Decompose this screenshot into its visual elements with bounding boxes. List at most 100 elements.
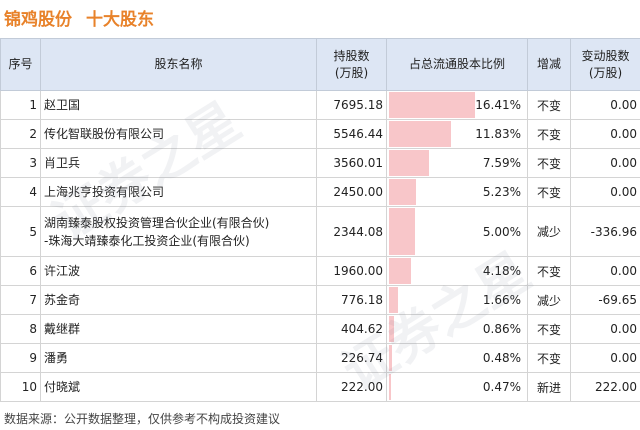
- cell-idx: 6: [0, 256, 41, 286]
- shareholder-name: 戴继群: [44, 322, 81, 336]
- header-name: 股东名称: [40, 38, 317, 91]
- cell-delta: 0.00: [570, 177, 640, 207]
- shareholder-name: 潘勇: [44, 351, 69, 365]
- shareholder-name: 付晓斌: [44, 380, 81, 394]
- cell-name: 戴继群: [40, 314, 317, 344]
- table-row: 6 许江波 1960.00 4.18% 不变 0.00: [0, 256, 640, 286]
- table-row: 8 戴继群 404.62 0.86% 不变 0.00: [0, 314, 640, 344]
- pct-bar: [389, 92, 475, 118]
- pct-bar: [389, 208, 416, 255]
- cell-name: 湖南臻泰股权投资管理合伙企业(有限合伙) -珠海大靖臻泰化工投资企业(有限合伙): [40, 206, 317, 257]
- pct-value: 0.47%: [482, 380, 521, 394]
- cell-shares: 404.62: [316, 314, 387, 344]
- cell-pct: 7.59%: [386, 148, 528, 178]
- page-subtitle: 十大股东: [86, 10, 154, 30]
- shareholder-name: 湖南臻泰股权投资管理合伙企业(有限合伙): [44, 215, 270, 230]
- cell-name: 付晓斌: [40, 372, 317, 402]
- cell-shares: 2450.00: [316, 177, 387, 207]
- cell-change: 不变: [527, 148, 571, 178]
- pct-value: 7.59%: [482, 156, 521, 170]
- cell-pct: 0.86%: [386, 314, 528, 344]
- cell-pct: 0.47%: [386, 372, 528, 402]
- cell-idx: 2: [0, 119, 41, 149]
- shareholder-name: 肖卫兵: [44, 156, 81, 170]
- shareholder-name: -珠海大靖臻泰化工投资企业(有限合伙): [44, 233, 250, 248]
- cell-change: 不变: [527, 343, 571, 373]
- pct-value: 4.18%: [482, 264, 521, 278]
- header-pct: 占总流通股本比例: [386, 38, 528, 91]
- cell-pct: 11.83%: [386, 119, 528, 149]
- header-shares: 持股数 (万股): [316, 38, 387, 91]
- cell-idx: 8: [0, 314, 41, 344]
- cell-idx: 10: [0, 372, 41, 402]
- cell-pct: 4.18%: [386, 256, 528, 286]
- cell-shares: 226.74: [316, 343, 387, 373]
- cell-delta: 0.00: [570, 343, 640, 373]
- cell-shares: 776.18: [316, 285, 387, 315]
- cell-name: 上海兆亨投资有限公司: [40, 177, 317, 207]
- cell-delta: -336.96: [570, 206, 640, 257]
- table-row: 2 传化智联股份有限公司 5546.44 11.83% 不变 0.00: [0, 119, 640, 149]
- cell-change: 不变: [527, 90, 571, 120]
- cell-name: 传化智联股份有限公司: [40, 119, 317, 149]
- cell-idx: 9: [0, 343, 41, 373]
- header-shares-line2: (万股): [334, 65, 369, 80]
- pct-bar: [389, 150, 429, 176]
- cell-idx: 5: [0, 206, 41, 257]
- cell-shares: 3560.01: [316, 148, 387, 178]
- shareholder-name: 上海兆亨投资有限公司: [44, 185, 165, 199]
- cell-change: 不变: [527, 119, 571, 149]
- shareholder-name: 传化智联股份有限公司: [44, 127, 165, 141]
- pct-value: 11.83%: [475, 127, 521, 141]
- table-row: 10 付晓斌 222.00 0.47% 新进 222.00: [0, 372, 640, 402]
- pct-bar: [389, 316, 394, 342]
- pct-bar: [389, 179, 417, 205]
- table-row: 5 湖南臻泰股权投资管理合伙企业(有限合伙) -珠海大靖臻泰化工投资企业(有限合伙)…: [0, 206, 640, 257]
- company-name: 锦鸡股份: [4, 10, 72, 30]
- table-header-row: 序号 股东名称 持股数 (万股) 占总流通股本比例 增减 变动股数 (万股): [0, 38, 640, 91]
- pct-value: 5.00%: [482, 224, 521, 239]
- cell-name: 肖卫兵: [40, 148, 317, 178]
- table-body: 1 赵卫国 7695.18 16.41% 不变 0.00 2 传化智联股份有限公司 5546.4…: [0, 90, 640, 402]
- pct-value: 0.86%: [482, 322, 521, 336]
- table-row: 9 潘勇 226.74 0.48% 不变 0.00: [0, 343, 640, 373]
- header-idx: 序号: [0, 38, 41, 91]
- cell-change: 减少: [527, 285, 571, 315]
- cell-delta: 222.00: [570, 372, 640, 402]
- cell-idx: 7: [0, 285, 41, 315]
- header-shares-line1: 持股数: [333, 48, 370, 63]
- shareholder-name: 苏金奇: [44, 293, 81, 307]
- title-bar: 锦鸡股份 十大股东: [0, 0, 640, 36]
- cell-name: 苏金奇: [40, 285, 317, 315]
- cell-idx: 1: [0, 90, 41, 120]
- cell-idx: 3: [0, 148, 41, 178]
- pct-bar: [389, 287, 398, 313]
- cell-change: 不变: [527, 177, 571, 207]
- shareholder-name: 许江波: [44, 264, 81, 278]
- cell-idx: 4: [0, 177, 41, 207]
- cell-pct: 5.23%: [386, 177, 528, 207]
- pct-bar: [389, 374, 392, 400]
- table-row: 1 赵卫国 7695.18 16.41% 不变 0.00: [0, 90, 640, 120]
- table-row: 7 苏金奇 776.18 1.66% 减少 -69.65: [0, 285, 640, 315]
- cell-change: 减少: [527, 206, 571, 257]
- cell-shares: 5546.44: [316, 119, 387, 149]
- pct-value: 5.23%: [482, 185, 521, 199]
- header-delta: 变动股数 (万股): [570, 38, 640, 91]
- table-row: 4 上海兆亨投资有限公司 2450.00 5.23% 不变 0.00: [0, 177, 640, 207]
- cell-change: 不变: [527, 256, 571, 286]
- cell-delta: 0.00: [570, 119, 640, 149]
- cell-pct: 0.48%: [386, 343, 528, 373]
- header-delta-line1: 变动股数: [581, 48, 630, 63]
- pct-value: 1.66%: [482, 293, 521, 307]
- header-delta-line2: (万股): [588, 65, 623, 80]
- cell-pct: 16.41%: [386, 90, 528, 120]
- pct-bar: [389, 345, 392, 371]
- cell-delta: 0.00: [570, 90, 640, 120]
- data-source-note: 数据来源：公开数据整理，仅供参考不构成投资建议: [4, 412, 281, 426]
- cell-name: 潘勇: [40, 343, 317, 373]
- shareholder-name: 赵卫国: [44, 98, 81, 112]
- cell-name: 赵卫国: [40, 90, 317, 120]
- page-title: 锦鸡股份 十大股东: [4, 5, 154, 30]
- cell-change: 不变: [527, 314, 571, 344]
